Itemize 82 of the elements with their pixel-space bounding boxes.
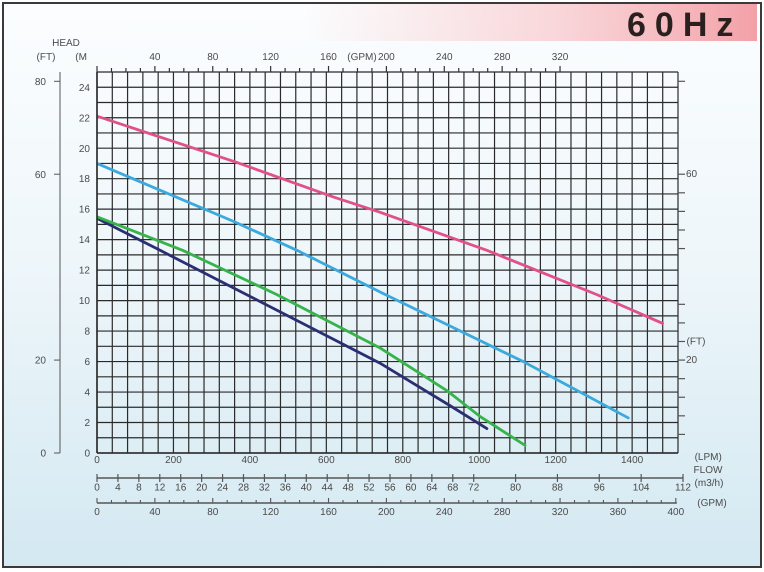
x2-axis-title: (m3/h) [694, 478, 724, 488]
y-tick-label: 4 [84, 388, 90, 399]
text: HEAD [52, 38, 80, 48]
x-axis-title: (LPM) [694, 452, 722, 462]
chart-title: 60Hz [627, 6, 742, 44]
x2-tick-label: 8 [136, 482, 142, 494]
y-tick-label: 8 [84, 326, 90, 338]
text: FLOW [694, 464, 724, 476]
x2-tick-label: 80 [510, 482, 522, 494]
x2-tick-label: 0 [94, 482, 100, 494]
text: 360 [610, 506, 627, 518]
x2-tick-label: 68 [447, 482, 459, 494]
text: 160 [320, 52, 338, 62]
x-tick-label: 0 [94, 455, 100, 466]
text: 80 [207, 506, 219, 518]
line-series [97, 215, 527, 447]
x2-tick-label: 72 [468, 482, 480, 494]
y-tick-label: 10 [78, 296, 90, 308]
x2-tick-label: 60 [405, 482, 417, 494]
text: 280 [494, 506, 511, 518]
text: 60 [686, 168, 698, 180]
x2-tick-label: 104 [632, 482, 650, 494]
y-tick-label: 2 [84, 418, 90, 430]
x-tick-label: 1200 [544, 455, 568, 466]
x2-tick-label: 44 [322, 482, 334, 494]
text: 80 [207, 52, 219, 62]
x-tick-label: 1400 [621, 455, 644, 466]
y2-tick-label: 80 [34, 76, 46, 88]
y-tick-label: 20 [78, 144, 90, 155]
x2-tick-label: 52 [364, 482, 376, 494]
line-series [97, 216, 488, 430]
x2-tick-label: 24 [217, 482, 229, 494]
text: 400 [667, 506, 685, 518]
text: (FT) [686, 336, 706, 347]
text: (GPM) [697, 498, 727, 508]
text: (GPM) [347, 52, 377, 62]
text: 40 [149, 506, 161, 518]
y-tick-label: 22 [78, 113, 90, 124]
text: 20 [686, 354, 698, 366]
y-tick-label: 16 [78, 204, 90, 216]
x2-tick-label: 64 [426, 482, 438, 494]
text: 0 [94, 506, 100, 518]
y-tick-label: 24 [78, 82, 90, 94]
x2-tick-label: 4 [115, 482, 122, 494]
text: 240 [436, 52, 454, 62]
x2-tick-label: 48 [342, 482, 354, 494]
y-tick-label: 14 [78, 235, 90, 246]
y2-tick-label: 20 [34, 356, 46, 367]
y2-axis-title: (FT) [36, 52, 56, 62]
y-axis-title: (M [75, 52, 87, 62]
x-tick-label: 200 [165, 455, 182, 466]
line-series [97, 162, 630, 420]
y-tick-label: 18 [78, 174, 90, 186]
x2-tick-label: 32 [258, 482, 270, 494]
x2-tick-label: 40 [300, 482, 312, 494]
x2-tick-label: 96 [594, 482, 606, 494]
y-tick-label: 6 [84, 357, 90, 368]
x-tick-label: 800 [394, 455, 412, 466]
x-tick-label: 600 [318, 455, 336, 466]
line-series [97, 114, 664, 325]
x2-tick-label: 28 [238, 482, 250, 494]
text: 200 [378, 506, 396, 518]
text: 280 [494, 52, 511, 62]
y2-tick-label: 60 [34, 170, 46, 181]
text: 160 [320, 506, 338, 518]
x-tick-label: 1000 [468, 455, 491, 466]
text: 320 [552, 506, 569, 518]
x2-tick-label: 112 [675, 482, 692, 494]
x2-tick-label: 36 [280, 482, 292, 494]
text: 120 [262, 506, 280, 518]
x-tick-label: 400 [242, 455, 259, 466]
text: 120 [262, 52, 280, 62]
text: 200 [378, 52, 396, 62]
text: 240 [436, 506, 454, 518]
y-tick-label: 12 [78, 266, 90, 277]
x2-tick-label: 20 [196, 482, 208, 494]
x2-tick-label: 12 [154, 482, 166, 494]
x2-tick-label: 56 [384, 482, 396, 494]
text: 40 [149, 52, 161, 62]
x2-tick-label: 88 [552, 482, 564, 494]
x2-tick-label: 16 [175, 482, 187, 494]
text: 320 [552, 52, 569, 62]
